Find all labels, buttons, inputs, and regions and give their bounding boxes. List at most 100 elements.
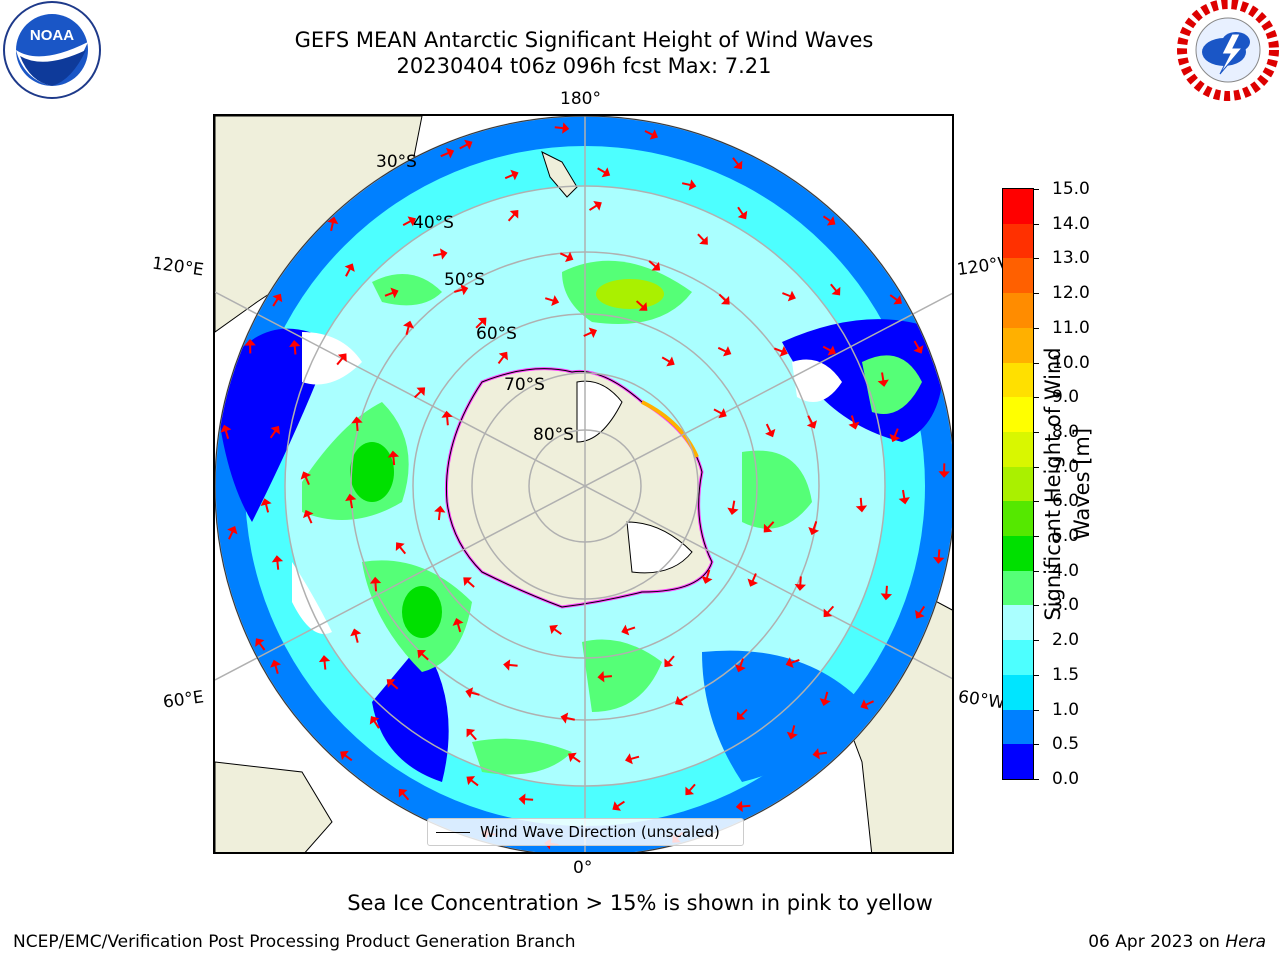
lon-label-60e: 60°E	[161, 687, 206, 713]
lat-label-30s: 30°S	[376, 152, 417, 172]
wave-direction-arrowhead	[638, 302, 648, 311]
wave-direction-arrow	[454, 288, 464, 293]
wave-direction-arrow	[306, 514, 313, 524]
wave-direction-arrow	[661, 356, 671, 363]
wave-direction-arrow	[718, 293, 727, 302]
wave-direction-arrowhead	[460, 284, 469, 296]
wave-direction-arrow	[274, 664, 279, 674]
wave-direction-arrowhead	[848, 421, 860, 430]
wave-direction-arrow	[437, 510, 441, 521]
wave-direction-arrowhead	[735, 664, 746, 673]
colorbar-tick-mark	[1034, 640, 1039, 642]
wave-direction-arrowhead	[465, 687, 474, 699]
colorbar-title-line2: Waves [m]	[1070, 427, 1094, 541]
wave-direction-arrowhead	[898, 497, 910, 505]
wave-direction-arrow	[572, 756, 581, 763]
wave-direction-arrow	[544, 297, 555, 302]
wave-direction-arrowhead	[666, 356, 675, 367]
wave-direction-arrow	[739, 658, 744, 668]
colorbar-title-line1: Significant Height of Wind	[1041, 347, 1065, 621]
wave-direction-arrowhead	[407, 216, 416, 227]
wave-direction-arrow	[822, 345, 832, 352]
wave-direction-arrowhead	[787, 290, 796, 302]
wave-direction-arrow	[597, 167, 606, 174]
colorbar-segment	[1003, 640, 1033, 675]
colorbar-tick-mark	[1034, 397, 1039, 399]
wave-direction-arrowhead	[721, 295, 730, 305]
wave-direction-arrow	[466, 580, 475, 588]
colorbar-tick-mark	[1034, 779, 1039, 780]
wave-direction-arrowhead	[220, 424, 232, 433]
land-africa	[215, 761, 333, 852]
wave-direction-arrowhead	[289, 340, 301, 348]
wave-direction-arrowhead	[601, 167, 611, 178]
wave-direction-arrow	[272, 297, 279, 307]
colorbar-tick-mark	[1034, 431, 1039, 433]
noaa-logo: NOAA	[0, 0, 104, 104]
lon-label-60w: 60°W	[956, 687, 1004, 713]
wave-direction-arrow	[644, 130, 654, 136]
wave-direction-arrow	[737, 206, 744, 216]
wave-direction-arrow	[732, 157, 740, 166]
wave-direction-arrowhead	[464, 139, 473, 150]
lat-label-70s: 70°S	[504, 375, 545, 395]
wave-direction-arrow	[446, 416, 449, 426]
wave-direction-arrow	[791, 725, 796, 735]
wave-direction-arrow	[630, 755, 640, 761]
lat-label-50s: 50°S	[444, 270, 485, 290]
colorbar-tick-label: 1.0	[1052, 699, 1080, 720]
colorbar-tick-label: 4.0	[1052, 560, 1080, 581]
wave-direction-arrowhead	[562, 122, 570, 134]
wave-direction-arrow	[269, 429, 277, 439]
wave-direction-arrow	[355, 421, 359, 431]
wave-direction-arrowhead	[808, 527, 820, 536]
wave-direction-arrow	[264, 503, 270, 513]
wave-direction-arrow	[679, 695, 688, 703]
wave-direction-arrowhead	[737, 210, 748, 220]
wave-direction-arrowhead	[270, 659, 282, 668]
wave-direction-arrowhead	[390, 287, 399, 299]
colorbar-segment	[1003, 327, 1033, 363]
wave-direction-arrowhead	[664, 658, 674, 668]
wave-direction-arrowhead	[915, 609, 925, 619]
wave-direction-arrow	[507, 213, 516, 222]
wave-direction-arrow	[626, 626, 636, 632]
wave-direction-arrow	[850, 415, 856, 425]
wave-direction-arrow	[937, 549, 941, 559]
wave-direction-arrowhead	[723, 346, 732, 357]
colorbar-tick-mark	[1034, 466, 1039, 468]
colorbar-tick-mark	[1034, 362, 1039, 364]
footer-date: 06 Apr 2023 on Hera	[1088, 932, 1266, 952]
wave-direction-arrowhead	[466, 776, 476, 786]
wave-direction-arrowhead	[565, 251, 574, 262]
wave-direction-arrowhead	[812, 748, 820, 760]
wave-direction-arrowhead	[933, 556, 945, 564]
wave-direction-arrowhead	[398, 788, 408, 798]
wave-direction-arrow	[823, 691, 829, 701]
wave-direction-arrow	[390, 682, 399, 690]
wave-direction-arrowhead	[779, 346, 788, 357]
wave-direction-arrowhead	[345, 493, 357, 502]
wave-direction-arrowhead	[747, 578, 759, 587]
wave-direction-arrow	[402, 220, 412, 227]
wave-direction-arrowhead	[893, 295, 902, 305]
wave-direction-arrow	[559, 252, 569, 259]
wave-direction-arrow	[384, 291, 394, 297]
wave-direction-arrow	[330, 221, 334, 232]
colorbar-tick-mark	[1034, 674, 1039, 676]
wave-direction-arrow	[765, 423, 772, 433]
colorbar-tick-mark	[1034, 327, 1039, 329]
wave-direction-arrow	[392, 455, 396, 466]
wave-direction-arrowhead	[498, 351, 508, 361]
colorbar-tick-label: 9.0	[1052, 387, 1080, 408]
wave-direction-arrowhead	[560, 712, 569, 724]
wave-direction-arrowhead	[649, 129, 659, 140]
colorbar-segment	[1003, 709, 1033, 745]
footer-host: Hera	[1225, 932, 1266, 952]
wave-direction-arrowhead	[831, 286, 841, 296]
legend-label: Wind Wave Direction (unscaled)	[480, 823, 720, 841]
lon-label-180: 180°	[560, 89, 601, 109]
wave-direction-arrowhead	[794, 584, 806, 591]
wave-direction-arrow	[401, 792, 410, 801]
noaa-logo-text: NOAA	[30, 27, 74, 44]
